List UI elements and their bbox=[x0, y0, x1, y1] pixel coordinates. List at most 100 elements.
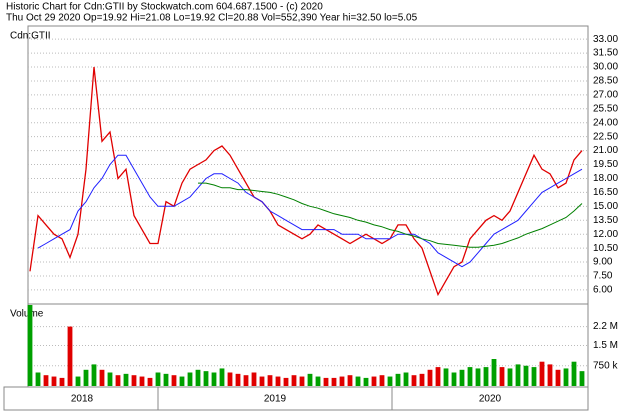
volume-bar bbox=[91, 364, 97, 386]
volume-bar bbox=[123, 373, 129, 386]
volume-bar bbox=[139, 376, 145, 386]
volume-bar bbox=[35, 372, 41, 386]
volume-bar bbox=[387, 376, 393, 386]
volume-bar bbox=[147, 377, 153, 386]
volume-bar bbox=[571, 361, 577, 386]
volume-bar bbox=[427, 369, 433, 386]
volume-bar bbox=[83, 369, 89, 386]
volume-bar bbox=[203, 371, 209, 386]
volume-bar bbox=[251, 372, 257, 386]
volume-bar bbox=[283, 377, 289, 386]
volume-bar bbox=[107, 372, 113, 386]
volume-bar bbox=[579, 371, 585, 386]
volume-bar bbox=[531, 367, 537, 386]
volume-bar bbox=[491, 359, 497, 386]
y-tick-label: 12.00 bbox=[593, 229, 618, 240]
volume-bar bbox=[347, 375, 353, 386]
volume-bar bbox=[291, 375, 297, 386]
volume-bar bbox=[419, 373, 425, 386]
volume-bar bbox=[339, 376, 345, 386]
volume-bar bbox=[315, 376, 321, 386]
y-tick-label: 28.50 bbox=[593, 76, 618, 87]
volume-bar bbox=[467, 367, 473, 386]
volume-bar bbox=[275, 376, 281, 386]
y-tick-label: 21.00 bbox=[593, 145, 618, 156]
y-tick-label: 16.50 bbox=[593, 187, 618, 198]
volume-bar bbox=[563, 368, 569, 386]
y-tick-label: 7.50 bbox=[593, 271, 613, 282]
y-tick-label: 10.50 bbox=[593, 243, 618, 254]
volume-bar bbox=[59, 377, 65, 386]
volume-bar bbox=[187, 372, 193, 386]
year-label: 2018 bbox=[71, 394, 94, 405]
volume-bar bbox=[171, 375, 177, 386]
volume-bar bbox=[211, 372, 217, 386]
volume-bar bbox=[355, 376, 361, 386]
volume-bar bbox=[403, 372, 409, 386]
year-label: 2019 bbox=[264, 394, 287, 405]
y-tick-label: 9.00 bbox=[593, 257, 613, 268]
y-tick-label: 24.00 bbox=[593, 117, 618, 128]
volume-bar bbox=[235, 373, 241, 386]
volume-bar bbox=[523, 365, 529, 386]
volume-bar bbox=[547, 364, 553, 386]
volume-bar bbox=[483, 367, 489, 386]
volume-bar bbox=[99, 369, 105, 386]
volume-bar bbox=[75, 376, 81, 386]
price-line bbox=[37, 154, 583, 268]
volume-bar bbox=[459, 369, 465, 386]
volume-bar bbox=[395, 373, 401, 386]
y-tick-label: 18.00 bbox=[593, 173, 618, 184]
volume-bar bbox=[219, 368, 225, 386]
volume-bar bbox=[267, 375, 273, 386]
chart-subtitle: Thu Oct 29 2020 Op=19.92 Hi=21.08 Lo=19.… bbox=[6, 13, 418, 24]
volume-bar bbox=[379, 375, 385, 386]
volume-bar bbox=[243, 375, 249, 386]
price-line bbox=[29, 66, 583, 297]
volume-bar bbox=[115, 375, 121, 386]
volume-bar bbox=[259, 376, 265, 386]
y-tick-label: 13.50 bbox=[593, 215, 618, 226]
year-label: 2020 bbox=[479, 394, 502, 405]
chart-title: Historic Chart for Cdn:GTII by Stockwatc… bbox=[6, 2, 323, 13]
y-tick-label: 1.5 M bbox=[593, 340, 618, 351]
volume-bar bbox=[299, 376, 305, 386]
y-tick-label: 19.50 bbox=[593, 159, 618, 170]
volume-bar bbox=[195, 369, 201, 386]
y-tick-label: 31.50 bbox=[593, 48, 618, 59]
panel-label: Cdn:GTII bbox=[10, 31, 51, 42]
volume-bar bbox=[155, 372, 161, 386]
volume-bar bbox=[499, 367, 505, 386]
volume-bar bbox=[67, 326, 73, 386]
y-tick-label: 22.50 bbox=[593, 131, 618, 142]
price-line bbox=[198, 182, 583, 248]
volume-bar bbox=[43, 375, 49, 386]
y-tick-label: 15.00 bbox=[593, 201, 618, 212]
volume-bar bbox=[435, 367, 441, 386]
y-tick-label: 6.00 bbox=[593, 285, 613, 296]
y-tick-label: 33.00 bbox=[593, 34, 618, 45]
y-tick-label: 27.00 bbox=[593, 90, 618, 101]
volume-bar bbox=[323, 377, 329, 386]
volume-bar bbox=[179, 376, 185, 386]
volume-bar bbox=[363, 377, 369, 386]
volume-bar bbox=[371, 376, 377, 386]
y-tick-label: 30.00 bbox=[593, 62, 618, 73]
y-tick-label: 750 k bbox=[593, 360, 618, 371]
y-tick-label: 25.50 bbox=[593, 103, 618, 114]
volume-bar bbox=[451, 372, 457, 386]
volume-bar bbox=[307, 373, 313, 386]
volume-bar bbox=[227, 372, 233, 386]
volume-bar bbox=[507, 368, 513, 386]
volume-bar bbox=[443, 368, 449, 386]
volume-bar bbox=[163, 373, 169, 386]
time-axis bbox=[3, 386, 589, 411]
volume-bar bbox=[27, 305, 33, 386]
panel-label: Volume bbox=[10, 309, 44, 320]
volume-bar bbox=[411, 375, 417, 386]
volume-bar bbox=[539, 361, 545, 386]
volume-bar bbox=[51, 376, 57, 386]
volume-bar bbox=[131, 375, 137, 386]
volume-bar bbox=[331, 377, 337, 386]
